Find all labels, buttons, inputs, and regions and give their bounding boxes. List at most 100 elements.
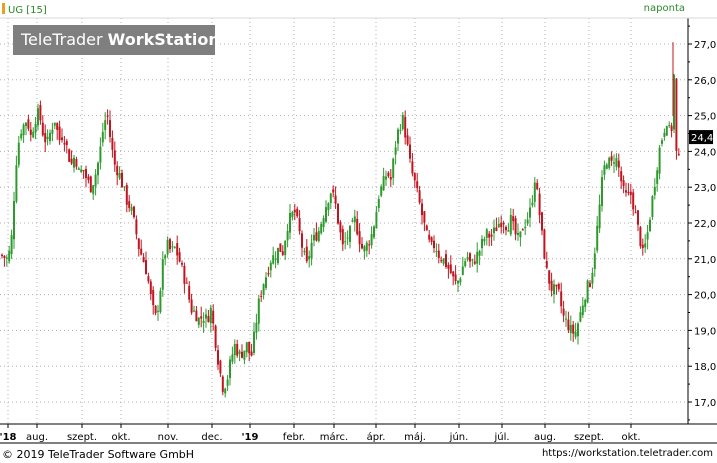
candle-body <box>603 165 606 175</box>
candle-body <box>20 133 23 139</box>
candle-body <box>238 351 241 354</box>
last-price-label: 24,4 <box>691 133 713 144</box>
candle-body <box>92 185 95 194</box>
candle-body <box>634 212 637 214</box>
candle-body <box>447 265 450 269</box>
candle-body <box>274 258 277 260</box>
website-link[interactable]: https://workstation.teletrader.com <box>541 448 713 459</box>
candle-body <box>665 126 668 136</box>
y-tick-label: 19,0 <box>694 326 716 337</box>
candle-body <box>409 144 411 159</box>
candle-body <box>608 157 611 168</box>
candle-body <box>385 176 387 180</box>
candle-body <box>214 325 217 348</box>
candle-body <box>500 223 503 228</box>
candle-body <box>281 251 284 255</box>
candle-body <box>358 231 361 245</box>
candle-body <box>262 284 265 295</box>
candle-body <box>531 202 534 206</box>
candle-body <box>195 310 198 322</box>
candle-body <box>553 284 555 295</box>
logo-brand: TeleTrader <box>21 30 103 49</box>
series-color-marker <box>2 3 5 14</box>
candle-body <box>111 137 114 150</box>
candle-body <box>327 203 330 211</box>
candle-body <box>469 253 471 262</box>
x-tick-label: szept. <box>67 432 97 443</box>
candle-body <box>200 316 203 319</box>
candle-body <box>233 343 236 356</box>
candle-body <box>373 226 375 238</box>
candle-body <box>77 168 80 170</box>
candle-body <box>589 283 591 287</box>
candle-body <box>644 243 647 248</box>
y-tick-label: 27,0 <box>694 40 716 51</box>
candle-body <box>337 203 339 224</box>
candle-body <box>569 324 572 334</box>
candle-body <box>526 219 529 224</box>
candle-body <box>423 211 426 223</box>
candle-body <box>217 350 219 365</box>
candle-body <box>205 314 207 319</box>
candle-body <box>548 270 551 284</box>
candle-body <box>142 256 145 263</box>
x-tick-label: jún. <box>449 431 469 443</box>
copyright-text: © 2019 TeleTrader Software GmbH <box>2 448 195 461</box>
candle-body <box>483 238 486 242</box>
candle-body <box>310 242 313 258</box>
candle-body <box>440 260 443 262</box>
candle-body <box>562 308 565 316</box>
candle-body <box>231 354 234 362</box>
candle-body <box>416 181 419 189</box>
x-tick-label: aug. <box>534 432 556 443</box>
candle-body <box>649 219 651 232</box>
candle-body <box>128 201 131 208</box>
x-tick-label: okt. <box>111 432 130 443</box>
candle-body <box>320 224 323 234</box>
candle-body <box>524 226 527 229</box>
candle-body <box>173 246 176 248</box>
candle-body <box>519 231 522 238</box>
candle-body <box>627 192 630 194</box>
candle-body <box>315 232 318 241</box>
candle-body <box>457 280 459 284</box>
candle-body <box>598 204 601 229</box>
candle-body <box>507 230 510 232</box>
candle-body <box>164 255 167 259</box>
candle-body <box>541 212 543 231</box>
x-tick-label: okt. <box>621 432 640 443</box>
candle-body <box>625 190 627 193</box>
candle-body <box>193 310 195 312</box>
candle-body <box>425 225 428 231</box>
candle-body <box>161 259 164 290</box>
candle-body <box>317 230 320 242</box>
candle-body <box>135 219 138 235</box>
candle-body <box>488 233 491 238</box>
candle-body <box>387 172 390 177</box>
candle-body <box>677 153 680 155</box>
candle-body <box>502 223 505 225</box>
candle-body <box>411 161 414 174</box>
last-price-box <box>689 130 713 145</box>
candle-body <box>197 317 200 325</box>
candle-body <box>389 177 392 180</box>
candle-body <box>579 312 582 322</box>
candle-body <box>637 210 639 225</box>
candle-body <box>8 250 11 262</box>
y-tick-label: 25,0 <box>694 112 716 123</box>
candle-body <box>339 222 342 233</box>
candle-body <box>159 290 162 313</box>
candle-body <box>629 191 632 196</box>
candle-body <box>675 78 678 151</box>
candle-body <box>137 238 140 250</box>
candle-body <box>296 208 299 217</box>
candle-body <box>101 131 104 143</box>
candle-body <box>632 192 635 210</box>
candle-body <box>190 299 193 313</box>
candle-body <box>29 129 32 135</box>
candle-body <box>670 125 673 131</box>
x-axis: '18 aug. szept. okt. nov. dec. '19 febr. márc. áp… <box>0 423 717 444</box>
candle-body <box>113 150 116 165</box>
candle-body <box>466 257 469 260</box>
